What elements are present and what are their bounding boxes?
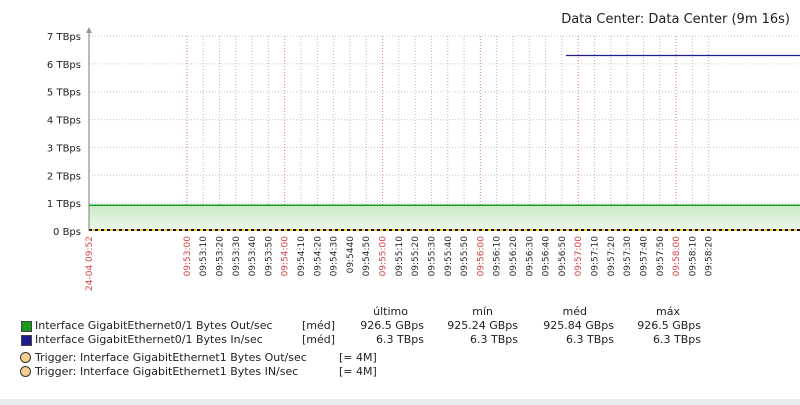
x-tick-label: 09:55:40: [444, 236, 454, 277]
x-tick-label: 09:53:20: [215, 236, 225, 277]
legend-header-max: máx: [656, 305, 680, 318]
trigger-circle-icon: [20, 352, 31, 363]
legend-value-avg: 6.3 TBps: [566, 333, 614, 346]
x-tick-label: 09:57:00: [574, 236, 584, 277]
legend-series-fn: [méd]: [302, 333, 336, 346]
y-tick-label: 2 TBps: [47, 171, 81, 182]
y-tick-label: 5 TBps: [47, 88, 81, 99]
chart-title: Data Center: Data Center (9m 16s): [561, 12, 790, 27]
x-tick-label: 09:56:10: [493, 236, 503, 277]
x-tick-label: 09:55:30: [427, 236, 437, 277]
x-tick-label: 09:53:50: [264, 236, 274, 277]
legend-trigger-out: Trigger: Interface GigabitEthernet1 Byte…: [0, 351, 800, 365]
bottom-bar: [0, 399, 800, 405]
legend-header-last: último: [373, 305, 408, 318]
x-tick-label: 09:57:30: [623, 236, 633, 277]
legend-series-fn: [méd]: [302, 319, 336, 332]
legend-value-max: 6.3 TBps: [653, 333, 701, 346]
x-tick-label: 09:54:50: [362, 236, 372, 277]
x-tick-label: 24-04 09:52: [85, 236, 95, 291]
x-tick-label: 09:55:00: [379, 236, 389, 277]
x-tick-label: 09:55:10: [395, 236, 405, 277]
x-tick-label: 09:53:00: [183, 236, 193, 277]
legend-swatch-in: [21, 335, 32, 346]
legend-header-min: mín: [472, 305, 493, 318]
y-tick-label: 4 TBps: [47, 116, 81, 127]
y-axis-arrow: [86, 27, 92, 33]
legend-series-name: Interface GigabitEthernet0/1 Bytes In/se…: [35, 333, 263, 346]
legend-swatch-out: [21, 321, 32, 332]
x-tick-label: 09:57:20: [607, 236, 617, 277]
x-tick-label: 09:57:50: [656, 236, 666, 277]
legend-row-in: Interface GigabitEthernet0/1 Bytes In/se…: [0, 333, 800, 347]
series-out-area: [89, 205, 800, 231]
x-tick-label: 09:54:00: [281, 236, 291, 277]
legend-value-min: 6.3 TBps: [470, 333, 518, 346]
legend-value-min: 925.24 GBps: [447, 319, 518, 332]
x-tick-label: 09:54:20: [313, 236, 323, 277]
y-tick-label: 6 TBps: [47, 60, 81, 71]
y-tick-label: 3 TBps: [47, 143, 81, 154]
legend-trigger-cond: [= 4M]: [339, 365, 377, 378]
x-tick-label: 09:53:40: [248, 236, 258, 277]
legend-value-last: 6.3 TBps: [376, 333, 424, 346]
x-tick-label: 09:55:50: [460, 236, 470, 277]
x-tick-label: 09:54:30: [330, 236, 340, 277]
x-tick-label: 09:53:30: [232, 236, 242, 277]
x-tick-label: 09:56:30: [525, 236, 535, 277]
x-tick-label: 09:55:20: [411, 236, 421, 277]
legend-value-avg: 925.84 GBps: [543, 319, 614, 332]
x-tick-label: 09:56:40: [542, 236, 552, 277]
x-tick-label: 09:58:20: [705, 236, 715, 277]
legend-trigger-name: Trigger: Interface GigabitEthernet1 Byte…: [35, 351, 307, 364]
plot-area: 0 Bps 1 TBps 2 TBps 3 TBps 4 TBps 5 TBps 6 TBp…: [47, 27, 800, 291]
y-tick-label: 0 Bps: [53, 227, 81, 238]
x-tick-label: 09:56:00: [476, 236, 486, 277]
legend-trigger-in: Trigger: Interface GigabitEthernet1 Byte…: [0, 365, 800, 379]
legend-value-max: 926.5 GBps: [637, 319, 701, 332]
y-tick-label: 7 TBps: [47, 32, 81, 43]
x-tick-label: 09:56:50: [558, 236, 568, 277]
x-tick-label: 09:58:10: [688, 236, 698, 277]
legend-header-avg: méd: [562, 305, 587, 318]
legend-trigger-cond: [= 4M]: [339, 351, 377, 364]
trigger-circle-icon: [20, 366, 31, 377]
y-tick-label: 1 TBps: [47, 199, 81, 210]
legend-trigger-name: Trigger: Interface GigabitEthernet1 Byte…: [35, 365, 299, 378]
legend-row-out: Interface GigabitEthernet0/1 Bytes Out/s…: [0, 319, 800, 333]
legend-value-last: 926.5 GBps: [360, 319, 424, 332]
x-tick-label: 09:58:00: [672, 236, 682, 277]
x-tick-label: 09:53:10: [199, 236, 209, 277]
x-tick-label: 09:57:40: [639, 236, 649, 277]
x-tick-label: 09:56:20: [509, 236, 519, 277]
legend-series-name: Interface GigabitEthernet0/1 Bytes Out/s…: [35, 319, 273, 332]
x-tick-label: 09:54:10: [297, 236, 307, 277]
x-tick-label: 09:57:10: [591, 236, 601, 277]
x-tick-label: 09:5440: [346, 236, 356, 274]
